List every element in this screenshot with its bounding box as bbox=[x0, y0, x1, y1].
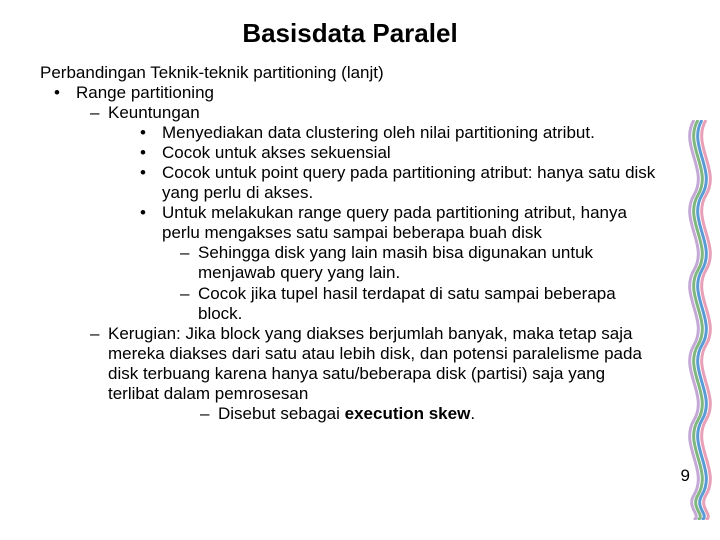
kerugian-prefix: Kerugian: bbox=[108, 324, 186, 343]
kerugian-line: Kerugian: Jika block yang diakses berjum… bbox=[108, 324, 660, 404]
adv-sub-text: Sehingga disk yang lain masih bisa digun… bbox=[198, 243, 660, 283]
adv-text: Cocok untuk akses sekuensial bbox=[162, 143, 660, 163]
adv-text: Untuk melakukan range query pada partiti… bbox=[162, 203, 660, 243]
adv-text: Menyediakan data clustering oleh nilai p… bbox=[162, 123, 660, 143]
bullet-dot-icon: • bbox=[140, 203, 162, 243]
dash-icon: – bbox=[180, 243, 198, 283]
bullet-kerugian: – Kerugian: Jika block yang diakses berj… bbox=[90, 324, 660, 404]
bullet-dot-icon: • bbox=[54, 83, 76, 103]
page-number: 9 bbox=[681, 466, 690, 486]
adv-item: • Untuk melakukan range query pada parti… bbox=[140, 203, 660, 243]
bullet-range: • Range partitioning bbox=[54, 83, 660, 103]
adv-item: • Cocok untuk point query pada partition… bbox=[140, 163, 660, 203]
decorative-squiggle bbox=[674, 120, 714, 520]
bullet-keuntungan: – Keuntungan bbox=[90, 103, 660, 123]
bullet-range-text: Range partitioning bbox=[76, 83, 660, 103]
bullet-dot-icon: • bbox=[140, 163, 162, 203]
slide-body: Perbandingan Teknik-teknik partitioning … bbox=[40, 63, 660, 424]
kerugian-sub-line: Disebut sebagai execution skew. bbox=[218, 404, 660, 424]
dash-icon: – bbox=[90, 324, 108, 404]
section-heading: Perbandingan Teknik-teknik partitioning … bbox=[40, 63, 660, 83]
adv-item: • Menyediakan data clustering oleh nilai… bbox=[140, 123, 660, 143]
slide-title: Basisdata Paralel bbox=[40, 18, 660, 49]
adv-sub-item: – Cocok jika tupel hasil terdapat di sat… bbox=[180, 284, 660, 324]
dash-icon: – bbox=[200, 404, 218, 424]
execution-skew-term: execution skew bbox=[345, 404, 471, 423]
bullet-dot-icon: • bbox=[140, 143, 162, 163]
dash-icon: – bbox=[180, 284, 198, 324]
kerugian-text: Jika block yang diakses berjumlah banyak… bbox=[108, 324, 642, 403]
adv-sub-text: Cocok jika tupel hasil terdapat di satu … bbox=[198, 284, 660, 324]
kerugian-sub: – Disebut sebagai execution skew. bbox=[200, 404, 660, 424]
adv-item: • Cocok untuk akses sekuensial bbox=[140, 143, 660, 163]
period: . bbox=[470, 404, 475, 423]
bullet-dot-icon: • bbox=[140, 123, 162, 143]
adv-sub-item: – Sehingga disk yang lain masih bisa dig… bbox=[180, 243, 660, 283]
adv-text: Cocok untuk point query pada partitionin… bbox=[162, 163, 660, 203]
slide: Basisdata Paralel Perbandingan Teknik-te… bbox=[0, 0, 720, 540]
kerugian-sub-prefix: Disebut sebagai bbox=[218, 404, 345, 423]
bullet-keuntungan-text: Keuntungan bbox=[108, 103, 660, 123]
dash-icon: – bbox=[90, 103, 108, 123]
